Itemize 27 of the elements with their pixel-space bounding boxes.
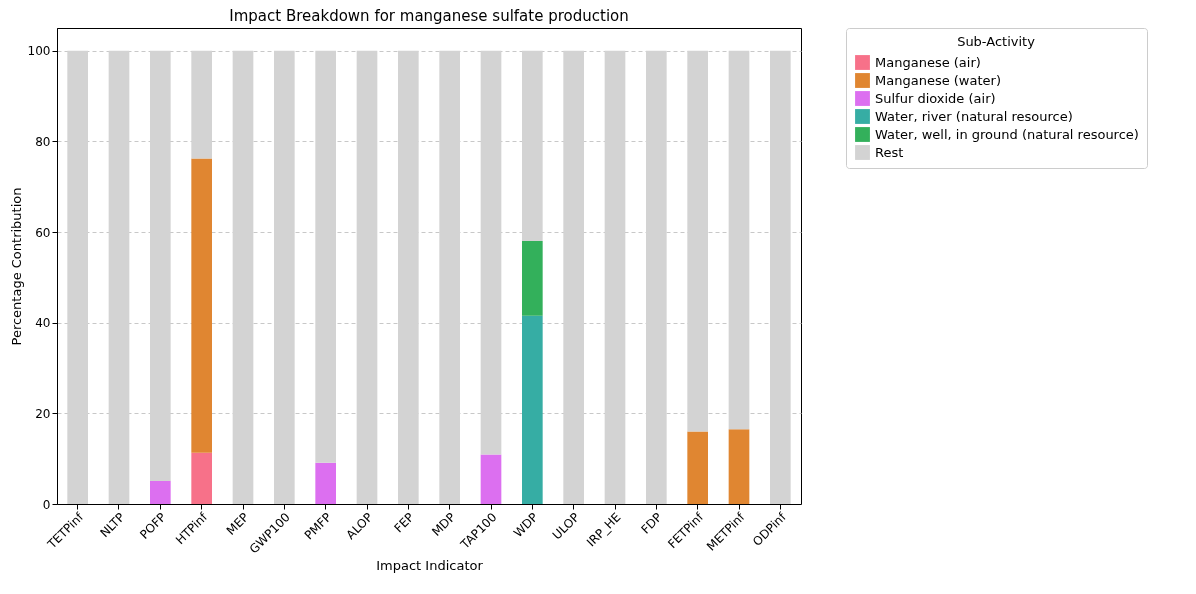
bar xyxy=(522,241,543,316)
x-tick-label: FEP xyxy=(391,510,417,536)
y-tick-label: 40 xyxy=(35,316,51,331)
bar xyxy=(150,480,171,504)
y-axis-title: Percentage Contribution xyxy=(8,187,24,346)
bar xyxy=(522,315,543,504)
y-tick-label: 0 xyxy=(42,497,51,512)
legend-label: Manganese (water) xyxy=(875,72,1001,88)
bar xyxy=(728,50,750,430)
y-tick-label: 60 xyxy=(35,225,51,240)
chart-title: Impact Breakdown for manganese sulfate production xyxy=(229,6,629,25)
legend-title: Sub-Activity xyxy=(957,34,1036,49)
bar xyxy=(191,452,212,504)
bar xyxy=(728,429,750,504)
legend-label: Water, well, in ground (natural resource) xyxy=(875,126,1139,142)
legend-label: Rest xyxy=(875,144,904,160)
bar xyxy=(480,454,502,504)
bar xyxy=(191,158,212,453)
bar xyxy=(687,431,708,504)
x-axis-title: Impact Indicator xyxy=(376,557,484,573)
y-tick-label: 80 xyxy=(35,134,51,149)
legend-label: Manganese (air) xyxy=(875,54,981,70)
legend-label: Water, river (natural resource) xyxy=(875,108,1073,124)
y-tick-label: 100 xyxy=(27,44,51,59)
bar xyxy=(315,462,336,504)
y-tick-label: 20 xyxy=(35,406,51,421)
legend-label: Sulfur dioxide (air) xyxy=(875,90,996,106)
